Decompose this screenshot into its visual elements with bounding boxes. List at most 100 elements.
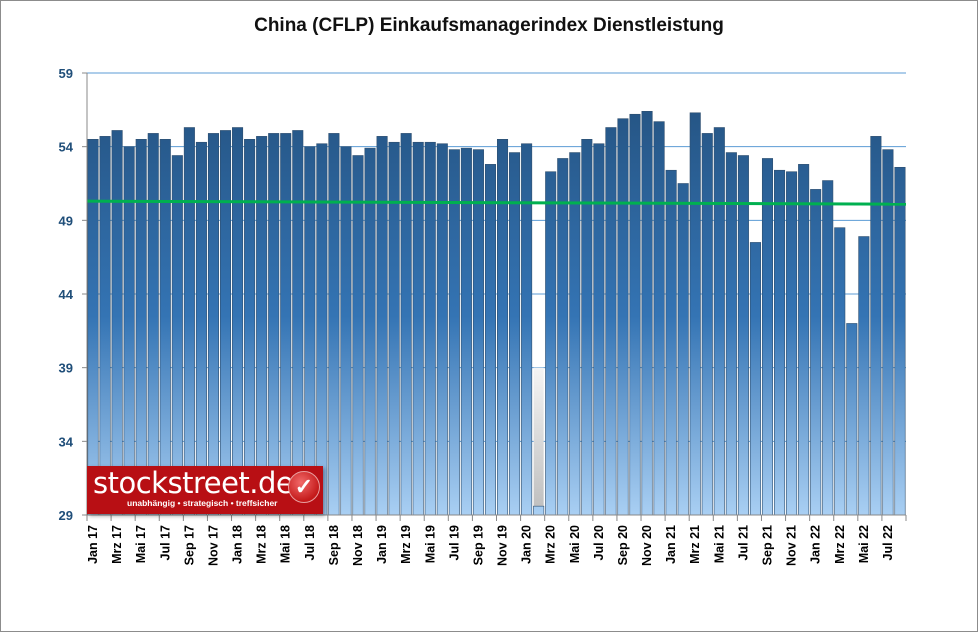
- bar: [328, 133, 340, 516]
- bar: [147, 133, 159, 516]
- bar: [412, 141, 424, 516]
- logo-name: stockstreet.de: [93, 466, 294, 500]
- bar: [99, 136, 111, 516]
- x-tick-label: Jul 19: [447, 525, 461, 560]
- bar: [761, 158, 774, 516]
- x-tick-label: Mai 21: [712, 525, 726, 563]
- highlight-background: [533, 367, 544, 515]
- bar: [894, 166, 906, 516]
- bar: [268, 133, 280, 516]
- bar: [280, 133, 292, 516]
- bar: [689, 112, 701, 516]
- x-tick-label: Mrz 19: [399, 525, 413, 564]
- x-tick-label: Sep 21: [760, 525, 774, 565]
- bar: [569, 152, 581, 516]
- x-tick-label: Jul 17: [158, 525, 172, 560]
- bar: [545, 171, 557, 516]
- y-tick-label: 44: [59, 287, 74, 302]
- x-tick-label: Jan 17: [86, 525, 100, 564]
- bar: [232, 127, 244, 516]
- y-tick-label: 49: [59, 213, 73, 228]
- bar: [207, 133, 219, 516]
- bar: [629, 113, 641, 516]
- x-tick-label: Sep 20: [616, 525, 630, 565]
- bar: [219, 130, 232, 516]
- x-tick-label: Sep 18: [327, 525, 341, 565]
- x-tick-label: Jul 20: [592, 525, 606, 560]
- x-tick-label: Nov 19: [496, 525, 510, 566]
- bar: [316, 143, 328, 516]
- bar: [388, 141, 400, 516]
- bar: [798, 164, 810, 516]
- x-tick-label: Mrz 20: [544, 525, 558, 564]
- bar: [400, 133, 412, 516]
- x-tick-label: Mai 20: [568, 525, 582, 563]
- bar: [858, 236, 870, 516]
- bar: [111, 130, 123, 516]
- bar: [557, 158, 569, 516]
- y-tick-label: 29: [59, 508, 73, 523]
- bar: [533, 505, 545, 516]
- bar: [135, 139, 147, 516]
- bar: [581, 139, 593, 516]
- bar: [244, 139, 256, 516]
- bar: [159, 139, 171, 516]
- bar: [749, 242, 761, 516]
- bar: [617, 118, 629, 516]
- x-tick-label: Sep 19: [471, 525, 485, 565]
- x-tick-label: Jan 21: [664, 525, 678, 564]
- x-tick-label: Sep 17: [182, 525, 196, 565]
- bar: [484, 164, 497, 516]
- bar: [665, 169, 677, 516]
- x-tick-label: Mai 19: [423, 525, 437, 563]
- x-tick-label: Jan 18: [231, 525, 245, 564]
- chart-title: China (CFLP) Einkaufsmanagerindex Dienst…: [254, 15, 724, 36]
- bar: [774, 169, 786, 516]
- bar: [183, 127, 195, 516]
- bar: [171, 155, 183, 516]
- x-tick-label: Jan 19: [375, 525, 389, 564]
- x-tick-label: Mrz 22: [833, 525, 847, 564]
- x-tick-label: Mrz 21: [688, 525, 702, 564]
- bar: [448, 149, 460, 516]
- bar: [436, 143, 448, 516]
- x-tick-label: Mai 22: [857, 525, 871, 563]
- bar: [677, 183, 689, 516]
- logo-slogan: unabhängig • strategisch • treffsicher: [127, 498, 278, 508]
- bar: [87, 139, 99, 516]
- bar: [653, 121, 665, 516]
- bar: [737, 155, 749, 516]
- bar: [593, 143, 605, 516]
- y-tick-label: 34: [59, 434, 74, 449]
- bar: [472, 149, 484, 516]
- x-tick-label: Nov 17: [206, 525, 220, 566]
- bar: [605, 127, 617, 516]
- bar: [352, 155, 364, 516]
- stockstreet-logo: stockstreet.de unabhängig • strategisch …: [87, 466, 323, 514]
- bar: [521, 143, 533, 516]
- bar: [846, 323, 858, 516]
- x-tick-label: Jan 22: [809, 525, 823, 564]
- bar: [256, 136, 268, 516]
- y-tick-label: 39: [59, 361, 73, 376]
- bar: [786, 171, 798, 516]
- x-tick-label: Nov 20: [640, 525, 654, 566]
- bar: [725, 152, 737, 516]
- x-tick-label: Jul 18: [303, 525, 317, 560]
- x-tick-label: Mrz 17: [110, 525, 124, 564]
- bar: [870, 136, 882, 516]
- x-tick-label: Nov 21: [785, 525, 799, 566]
- x-tick-label: Jul 22: [881, 525, 895, 560]
- bar: [713, 127, 725, 516]
- check-icon: ✓: [288, 471, 320, 503]
- bar: [376, 136, 388, 516]
- x-tick-label: Jul 21: [736, 525, 750, 560]
- y-tick-label: 59: [59, 66, 73, 81]
- bar: [810, 189, 822, 516]
- x-tick-label: Jan 20: [520, 525, 534, 564]
- bar: [496, 139, 509, 516]
- bar: [701, 133, 713, 516]
- bar: [641, 111, 653, 516]
